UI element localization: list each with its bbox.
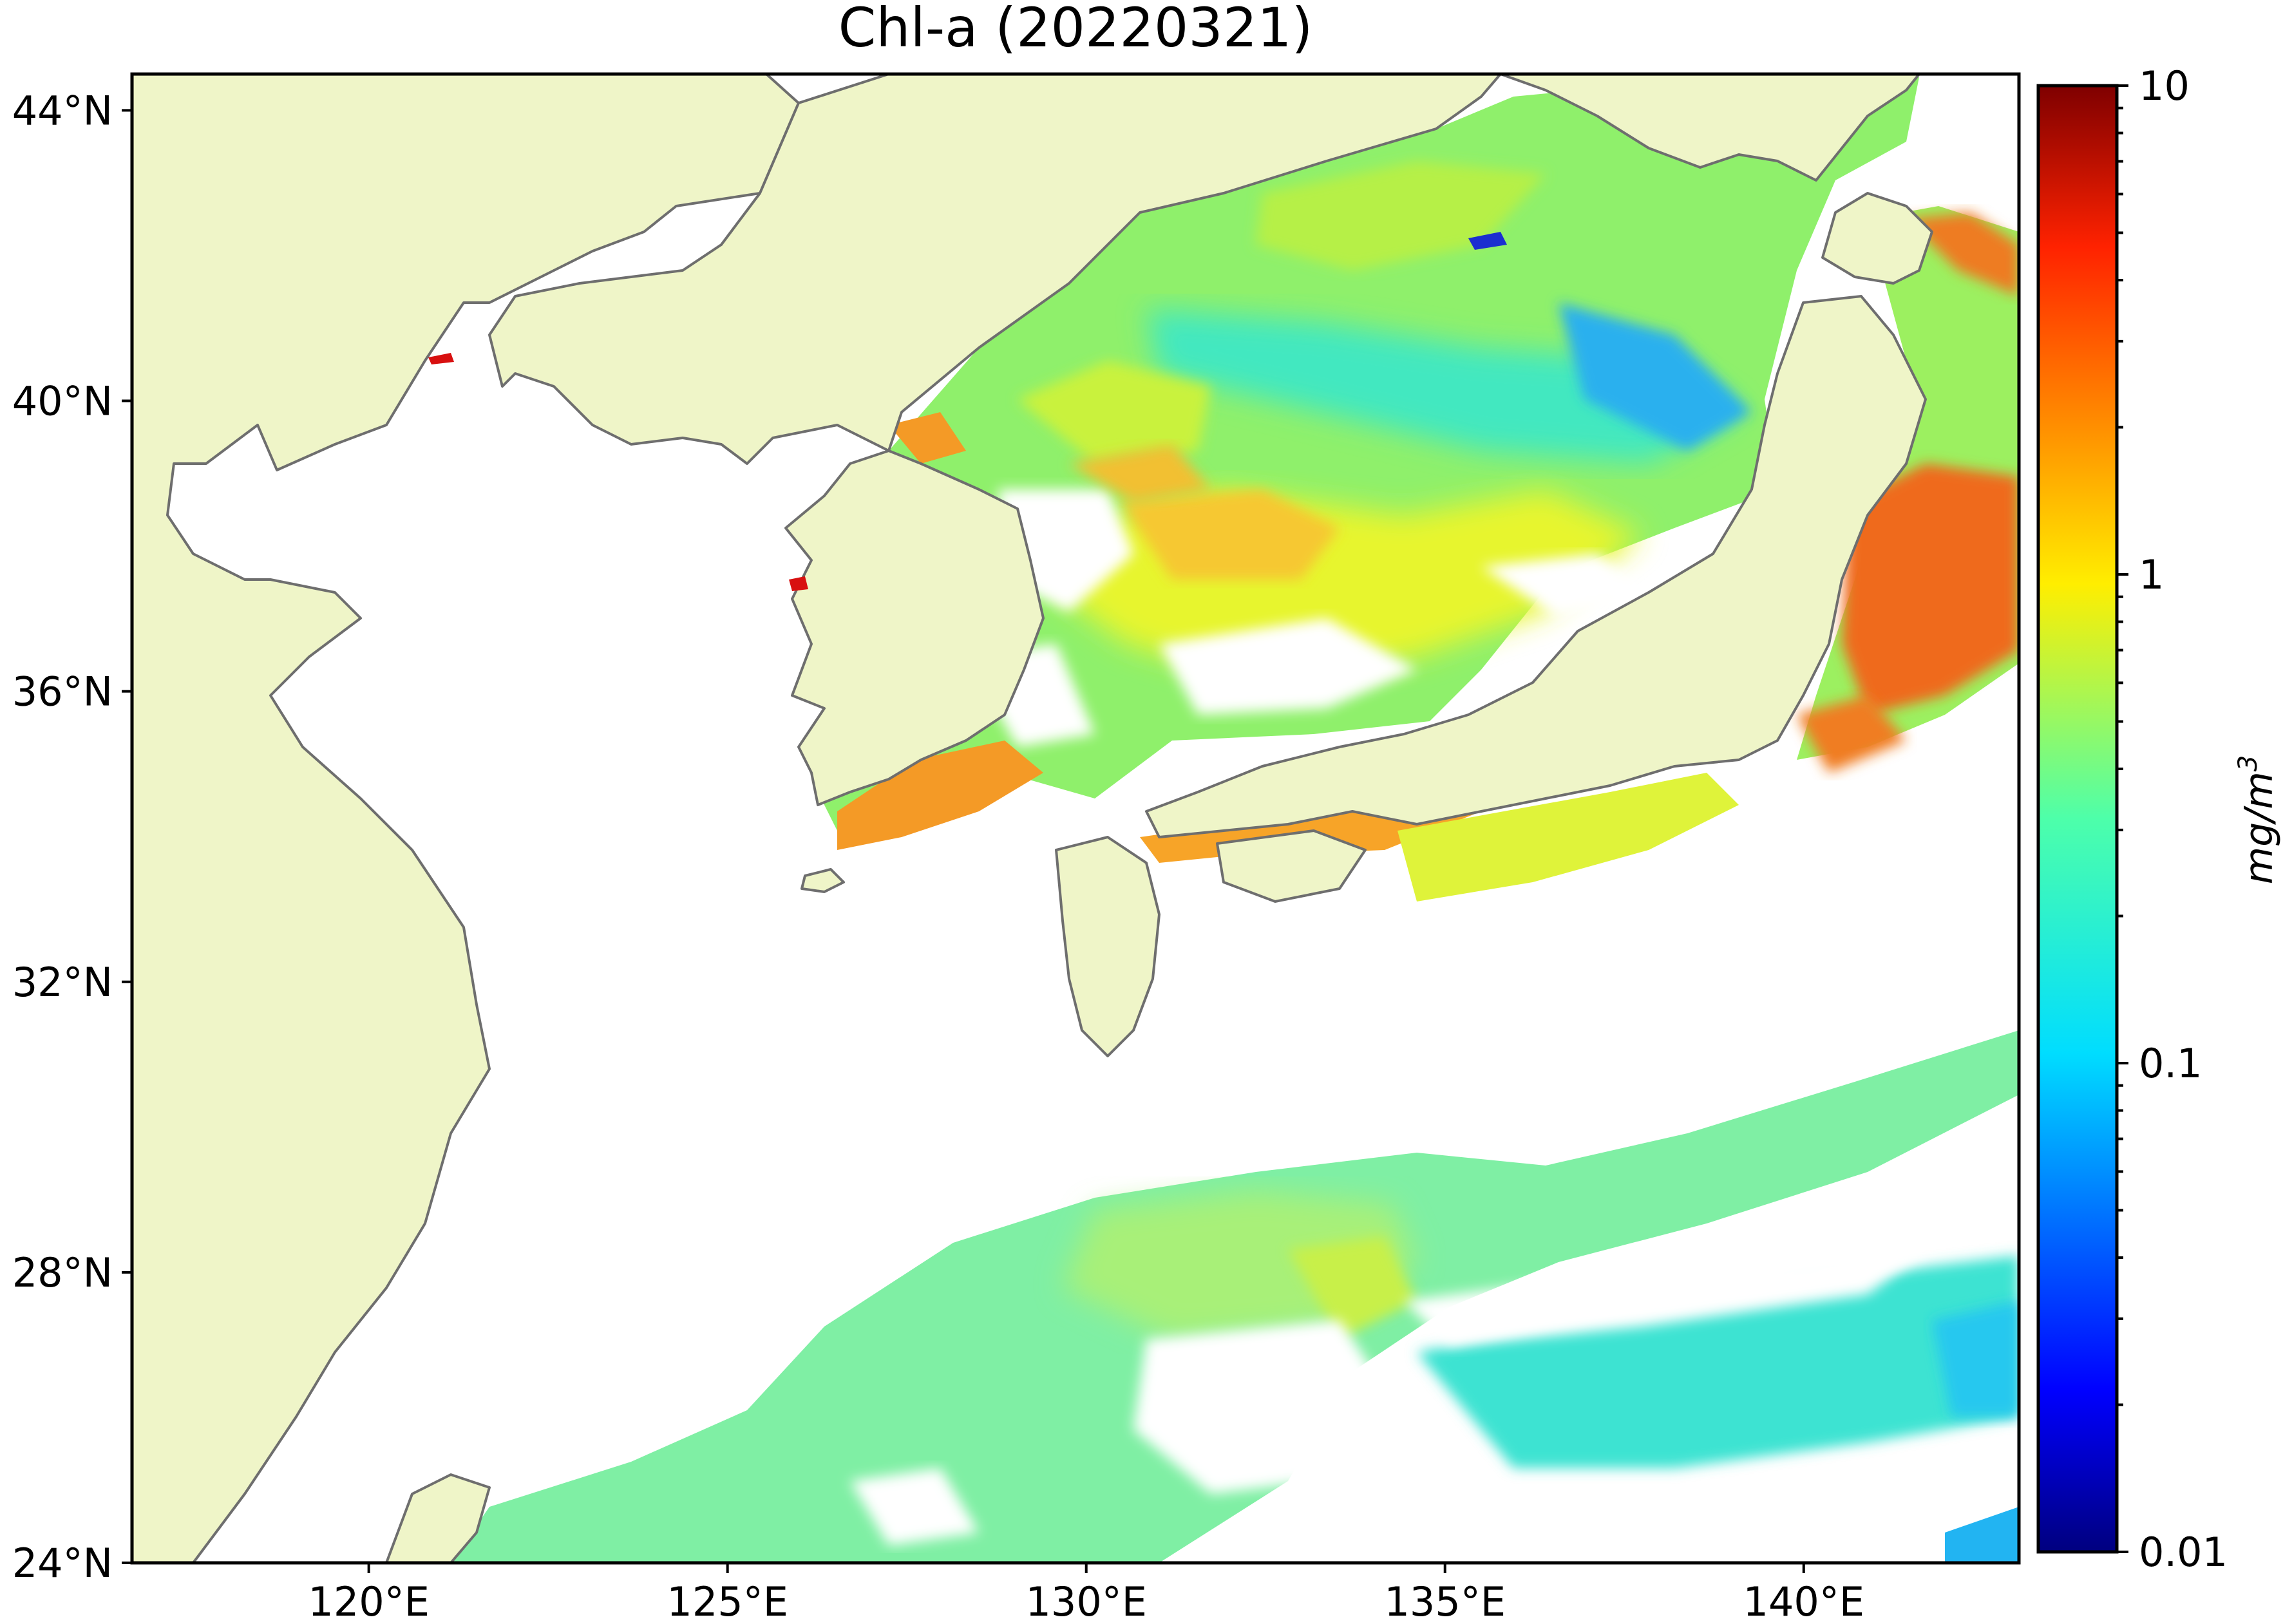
latitude-axis [122,109,132,1564]
lat-tick-label: 24°N [12,1540,113,1587]
lat-tick-label: 44°N [12,87,113,134]
land-hokkaido [1821,192,1933,285]
colorbar-tick-label: 0.1 [2139,1040,2202,1087]
land-jeju [800,868,845,893]
land-honshu [1145,295,1927,838]
longitude-axis [367,1563,1805,1573]
lat-tick-label: 32°N [12,959,113,1006]
land-china [132,74,800,1563]
lon-tick-label: 125°E [667,1578,788,1624]
colorbar-frame [2036,84,2119,1554]
hotspots [428,232,1507,591]
lat-tick-label: 36°N [12,668,113,715]
lon-tick-label: 135°E [1384,1578,1506,1624]
colorbar-unit-label: mg/m3 [2233,755,2282,885]
map-title: Chl-a (20220321) [838,0,1313,59]
colorbar-gradient [2038,86,2117,1552]
colorbar-tick-label: 0.01 [2139,1529,2228,1576]
map-area [132,74,2019,1563]
land-shikoku [1216,829,1367,903]
land-korea [784,449,1045,806]
lat-tick-label: 40°N [12,378,113,425]
lat-tick-label: 28°N [12,1249,113,1296]
land-russia [1499,74,1920,182]
map-frame [130,72,2021,1565]
land-kyushu [1055,836,1160,1057]
land-taiwan [385,1473,491,1563]
lon-tick-label: 140°E [1743,1578,1865,1624]
colorbar-tick-label: 1 [2139,551,2164,598]
lon-tick-label: 130°E [1025,1578,1147,1624]
colorbar [2036,84,2128,1554]
subtropical-pacific-chlorophyll [451,1030,2019,1563]
land-liaodong [488,74,1502,465]
colorbar-tick-label: 10 [2139,62,2190,109]
lon-tick-label: 120°E [308,1578,430,1624]
land [132,74,1933,1563]
pacific-east-honshu-chlorophyll [1797,206,2019,773]
